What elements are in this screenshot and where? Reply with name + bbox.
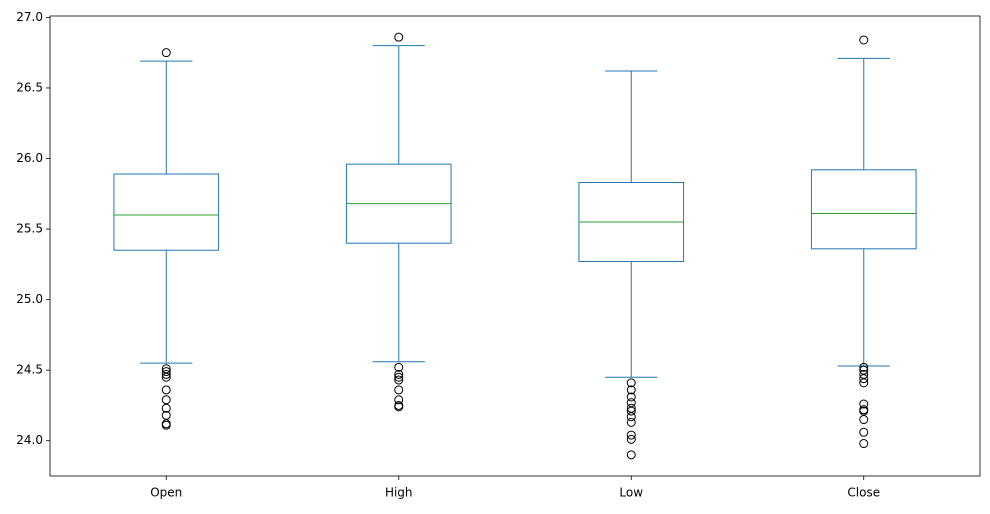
x-tick-label: High (385, 486, 413, 500)
flier (394, 395, 404, 405)
box (113, 173, 220, 251)
y-tick-label: 25.0 (16, 292, 43, 306)
y-tick-label: 27.0 (16, 10, 43, 24)
flier (161, 403, 171, 413)
flier (626, 406, 636, 416)
flier (626, 385, 636, 395)
flier (859, 399, 869, 409)
flier (859, 374, 869, 384)
flier (394, 362, 404, 372)
y-tick-label: 24.0 (16, 433, 43, 447)
flier (394, 385, 404, 395)
flier (626, 417, 636, 427)
plot-frame (49, 15, 981, 477)
flier (859, 35, 869, 45)
y-tick-label: 26.0 (16, 151, 43, 165)
flier (394, 402, 404, 412)
flier (626, 392, 636, 402)
flier (394, 369, 404, 379)
flier (394, 372, 404, 382)
y-tick-label: 24.5 (16, 363, 43, 377)
flier (626, 434, 636, 444)
y-tick-label: 26.5 (16, 80, 43, 94)
flier (859, 439, 869, 449)
x-tick-label: Close (847, 486, 880, 500)
flier (161, 372, 171, 382)
x-tick-label: Low (619, 486, 643, 500)
flier (394, 32, 404, 42)
flier (161, 420, 171, 430)
flier (626, 378, 636, 388)
flier (859, 427, 869, 437)
y-tick-label: 25.5 (16, 222, 43, 236)
flier (859, 415, 869, 425)
flier (394, 375, 404, 385)
flier (161, 385, 171, 395)
flier (626, 412, 636, 422)
flier (626, 430, 636, 440)
flier (161, 395, 171, 405)
flier (859, 362, 869, 372)
flier (859, 378, 869, 388)
flier (626, 450, 636, 460)
flier (161, 369, 171, 379)
flier (161, 367, 171, 377)
box (810, 169, 917, 250)
x-tick-label: Open (150, 486, 182, 500)
flier (161, 48, 171, 58)
